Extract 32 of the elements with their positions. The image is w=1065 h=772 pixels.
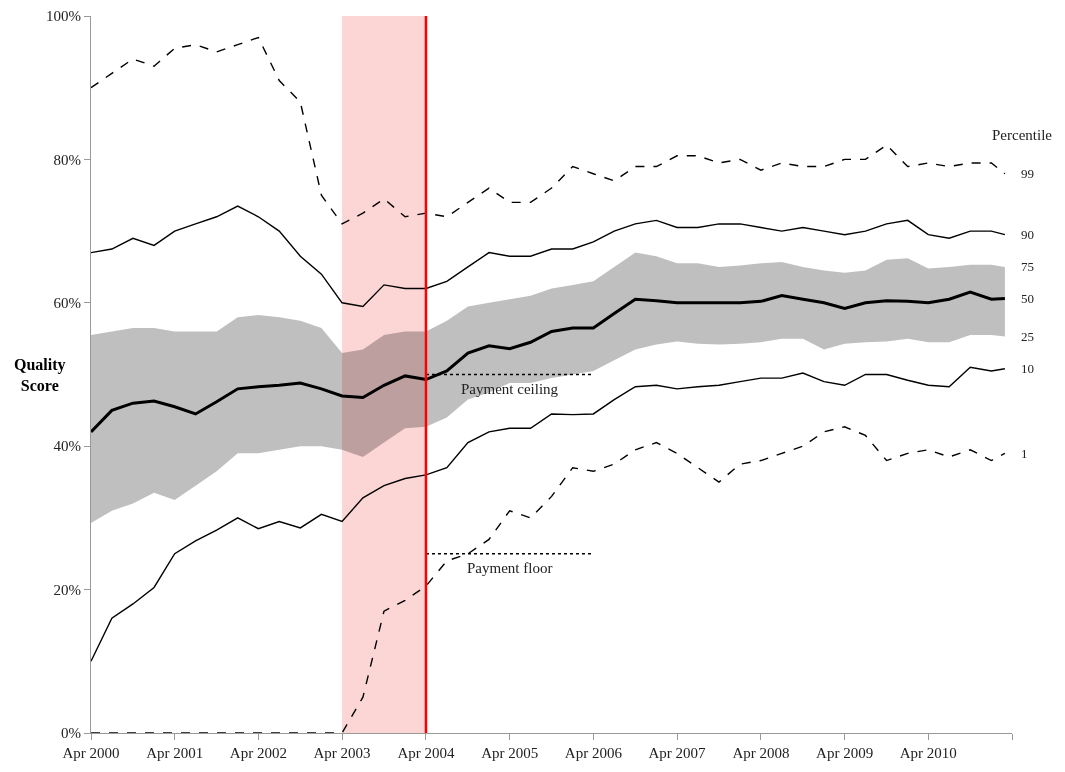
line-series — [91, 205, 1006, 308]
y-tick-label: 100% — [46, 8, 81, 25]
y-axis-title: Quality Score — [14, 356, 66, 394]
x-tick-label: Apr 2009 — [816, 745, 874, 761]
x-tick-label: Apr 2010 — [899, 745, 957, 761]
series-label: 10 — [1021, 361, 1034, 376]
line-series — [91, 426, 1006, 733]
x-tick-label: Apr 2004 — [397, 745, 456, 761]
annotation: 75 — [1021, 259, 1034, 274]
legend-title: Percentile — [992, 127, 1053, 143]
x-tick-label: Apr 2000 — [62, 745, 120, 761]
x-tick-label: Apr 2002 — [229, 745, 287, 761]
x-tick-label: Apr 2005 — [481, 745, 539, 761]
x-tick-label: Apr 2003 — [313, 745, 371, 761]
annotation: Payment floor — [467, 560, 553, 576]
x-tick-label: Apr 2001 — [146, 745, 204, 761]
y-tick-label: 0% — [61, 725, 81, 742]
annotation: 25 — [1021, 329, 1034, 344]
series-label: 99 — [1021, 166, 1034, 181]
series-label: 90 — [1021, 227, 1034, 242]
annotation: Payment ceiling — [461, 381, 559, 397]
line-series — [91, 290, 1007, 434]
y-tick-label: 80% — [53, 151, 81, 168]
y-tick-label: 40% — [53, 438, 81, 455]
x-tick-label: Apr 2006 — [564, 745, 623, 761]
line-series — [91, 366, 1006, 662]
y-tick-label: 60% — [53, 295, 81, 312]
x-tick-label: Apr 2007 — [648, 745, 707, 761]
series-label: 50 — [1021, 291, 1034, 306]
y-tick-label: 20% — [53, 581, 81, 598]
x-tick-label: Apr 2008 — [732, 745, 790, 761]
series-label: 1 — [1021, 446, 1028, 461]
